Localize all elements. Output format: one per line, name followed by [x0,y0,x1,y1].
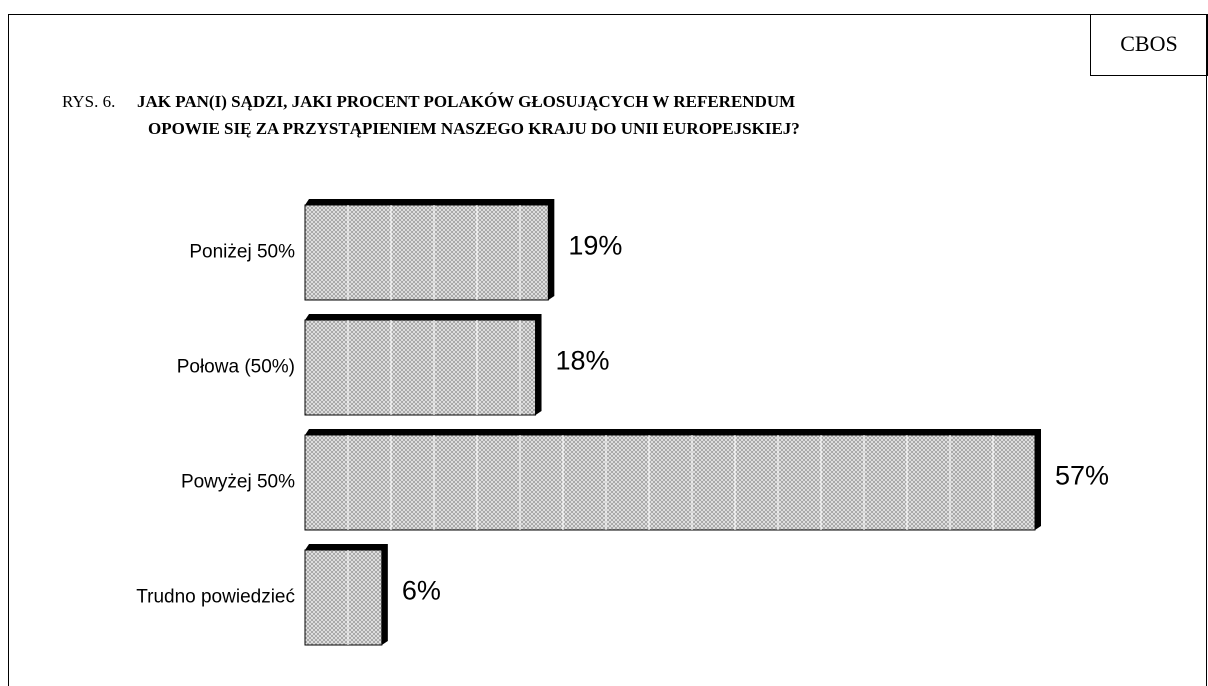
source: CBOS [1120,31,1177,56]
bar [304,204,549,301]
bar [304,549,383,646]
value-label: 6% [402,576,441,606]
chart-title: JAK PAN(I) SĄDZI, JAKI PROCENT POLAKÓW G… [137,92,795,111]
figure-label: RYS. 6. [62,92,115,111]
category-label: Trudno powiedzieć [136,587,295,608]
value-label: 19% [568,231,622,261]
value-label: 18% [556,346,610,376]
bar [304,319,537,416]
value-label: 57% [1055,461,1109,491]
category-label: Powyżej 50% [181,472,295,493]
chart-title: OPOWIE SIĘ ZA PRZYSTĄPIENIEM NASZEGO KRA… [148,119,800,138]
frame [8,14,1207,686]
category-label: Poniżej 50% [189,242,295,263]
category-label: Połowa (50%) [177,357,295,378]
bar [304,434,1036,531]
